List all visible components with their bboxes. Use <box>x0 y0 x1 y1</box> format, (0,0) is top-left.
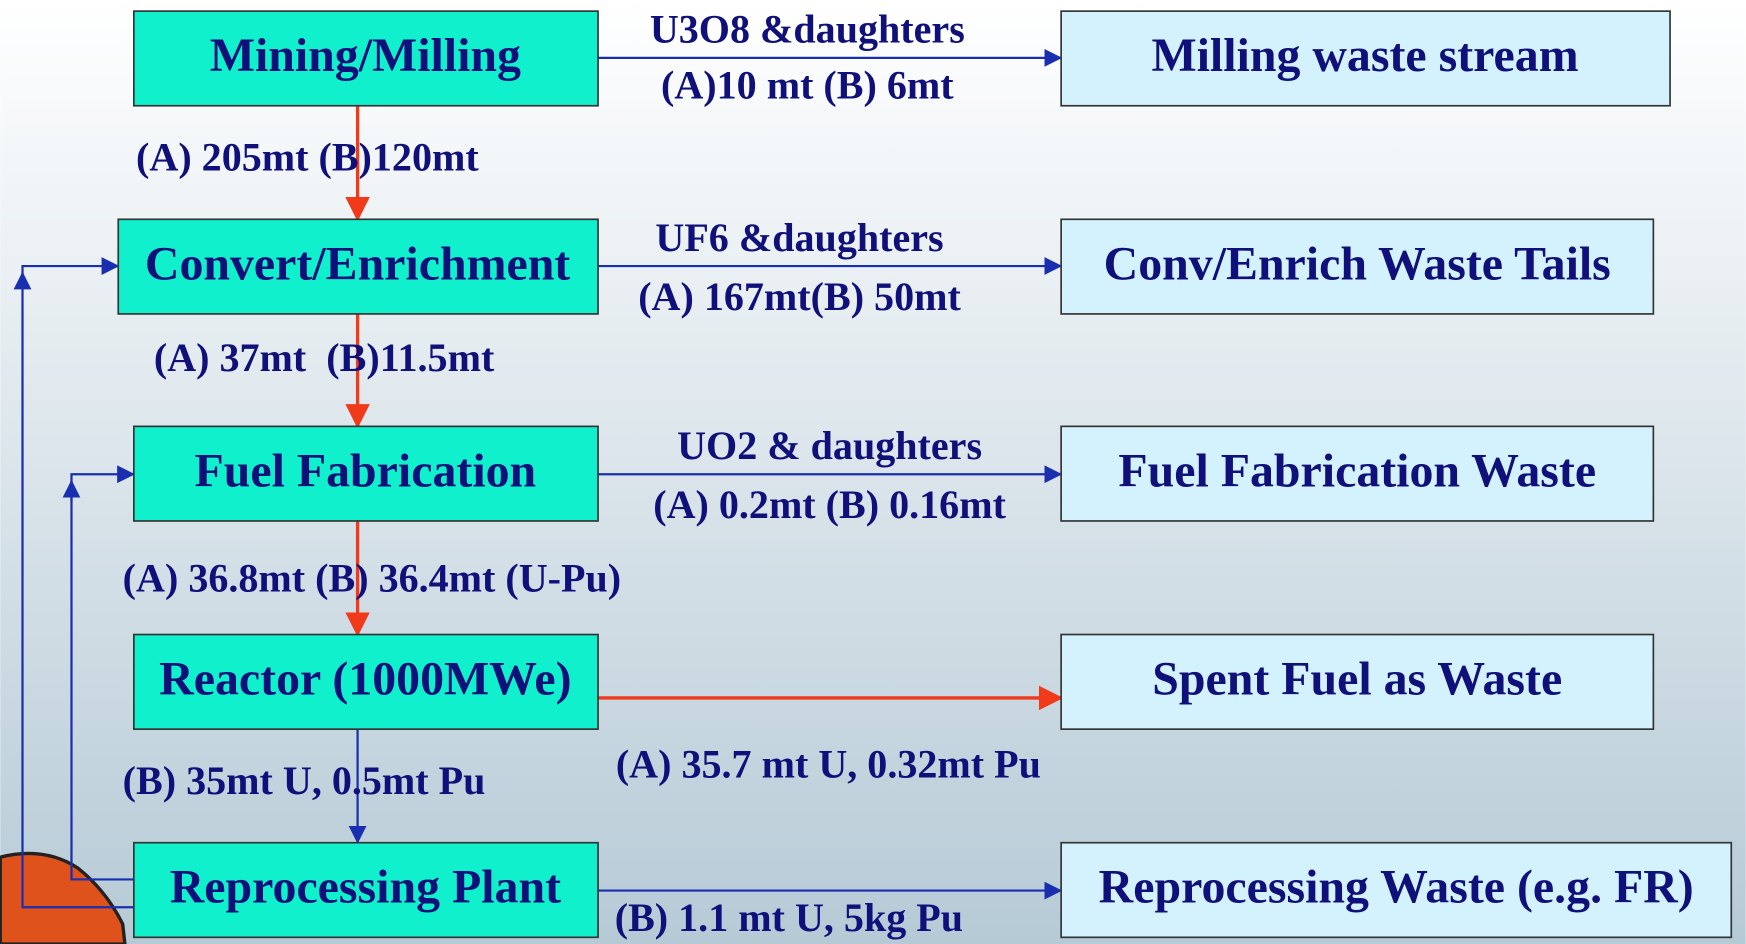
flow-label: U3O8 &daughters <box>650 7 965 52</box>
waste-box <box>1060 633 1655 730</box>
waste-nodes <box>1060 10 1733 939</box>
node-label: Convert/Enrichment <box>145 237 570 290</box>
node-box <box>117 218 599 315</box>
flow-label: UO2 & daughters <box>677 423 982 468</box>
waste-label: Reprocessing Waste (e.g. FR) <box>1099 861 1694 914</box>
waste-box <box>1060 841 1733 939</box>
node-label: Reprocessing Plant <box>170 861 561 914</box>
connectors <box>13 48 1064 909</box>
waste-box <box>1060 10 1671 107</box>
node-box <box>132 633 599 730</box>
logo <box>0 851 127 944</box>
flow-label: (B) 35mt U, 0.5mt Pu <box>123 758 486 803</box>
recycle-arrow <box>21 257 134 909</box>
waste-box <box>1060 218 1655 315</box>
flow-label: (A)10 mt (B) 6mt <box>661 62 954 107</box>
node-label: Mining/Milling <box>210 29 521 82</box>
node-box <box>132 841 599 939</box>
node-label: Fuel Fabrication <box>195 444 537 497</box>
waste-box <box>1060 425 1655 522</box>
flow-label: (A) 37mt (B)11.5mt <box>154 335 495 380</box>
flow-label: (A) 36.8mt (B) 36.4mt (U-Pu) <box>123 555 621 600</box>
flow-label: (A) 205mt (B)120mt <box>136 135 479 180</box>
flow-label: UF6 &daughters <box>655 215 943 260</box>
waste-label: Spent Fuel as Waste <box>1152 652 1562 705</box>
process-nodes <box>117 10 599 939</box>
node-label: Reactor (1000MWe) <box>159 652 571 705</box>
flow-label: (A) 0.2mt (B) 0.16mt <box>653 482 1006 527</box>
flow-label: (A) 167mt(B) 50mt <box>638 274 961 319</box>
waste-label: Fuel Fabrication Waste <box>1118 444 1596 497</box>
node-box <box>132 10 599 107</box>
waste-label: Milling waste stream <box>1151 29 1578 82</box>
flow-label: (B) 1.1 mt U, 5kg Pu <box>615 895 963 940</box>
recycle-arrow <box>70 465 135 881</box>
waste-label: Conv/Enrich Waste Tails <box>1104 237 1611 290</box>
node-box <box>132 425 599 522</box>
flow-label: (A) 35.7 mt U, 0.32mt Pu <box>616 741 1041 786</box>
